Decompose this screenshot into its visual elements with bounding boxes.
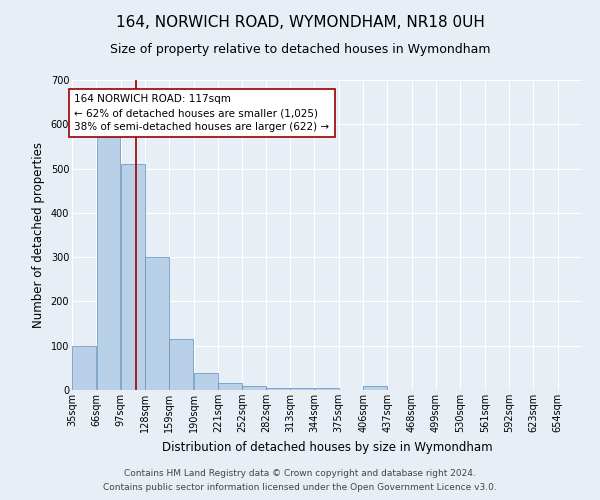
Text: Contains HM Land Registry data © Crown copyright and database right 2024.: Contains HM Land Registry data © Crown c… bbox=[124, 468, 476, 477]
Bar bbox=[121, 164, 145, 390]
Bar bbox=[218, 384, 242, 390]
Text: 164 NORWICH ROAD: 117sqm
← 62% of detached houses are smaller (1,025)
38% of sem: 164 NORWICH ROAD: 117sqm ← 62% of detach… bbox=[74, 94, 329, 132]
Bar bbox=[72, 346, 96, 390]
Bar bbox=[145, 257, 169, 390]
Bar bbox=[266, 388, 290, 390]
Y-axis label: Number of detached properties: Number of detached properties bbox=[32, 142, 45, 328]
Bar bbox=[194, 373, 218, 390]
Bar bbox=[242, 386, 266, 390]
Text: Size of property relative to detached houses in Wymondham: Size of property relative to detached ho… bbox=[110, 42, 490, 56]
Text: 164, NORWICH ROAD, WYMONDHAM, NR18 0UH: 164, NORWICH ROAD, WYMONDHAM, NR18 0UH bbox=[116, 15, 484, 30]
Bar bbox=[314, 388, 338, 390]
Bar bbox=[169, 339, 193, 390]
X-axis label: Distribution of detached houses by size in Wymondham: Distribution of detached houses by size … bbox=[161, 440, 493, 454]
Text: Contains public sector information licensed under the Open Government Licence v3: Contains public sector information licen… bbox=[103, 484, 497, 492]
Bar bbox=[97, 136, 121, 390]
Bar bbox=[290, 388, 314, 390]
Bar bbox=[363, 386, 387, 390]
